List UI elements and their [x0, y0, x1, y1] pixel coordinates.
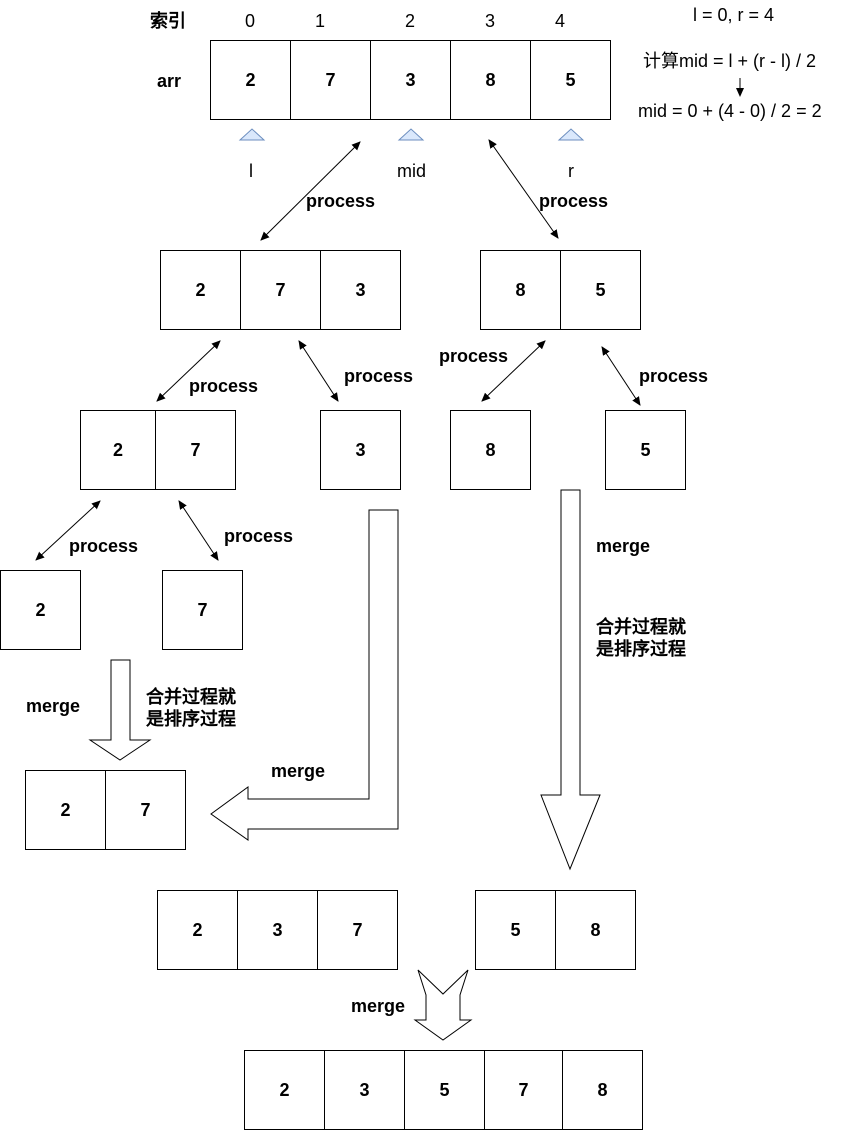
process-arrow-l2-right: [298, 340, 339, 402]
left-left-array: 2 7: [80, 410, 236, 490]
array-cell: 7: [163, 570, 243, 650]
array-cell: 7: [318, 890, 398, 970]
merge-label: merge: [351, 996, 406, 1016]
process-label: process: [306, 191, 376, 211]
array-cell: 7: [156, 410, 236, 490]
process-label: process: [539, 191, 609, 211]
array-cell: 2: [245, 1050, 325, 1130]
mid-calc-note: mid = 0 + (4 - 0) / 2 = 2: [638, 101, 822, 121]
sort-note: 合并过程就 是排序过程: [146, 687, 236, 729]
process-arrow-r2-right: [601, 346, 641, 406]
process-arrow-top-right: [488, 139, 559, 239]
merge-arrow-down-large: [540, 489, 601, 871]
process-arrow-r2-left: [481, 340, 546, 402]
array-cell: 7: [291, 40, 371, 120]
merge-arrow-bent: [210, 509, 399, 841]
pointer-r-label: r: [568, 161, 574, 181]
sort-note: 合并过程就 是排序过程: [596, 617, 686, 659]
array-cell: 7: [106, 770, 186, 850]
process-arrow-top-left: [260, 141, 361, 241]
pointer-r-triangle: [557, 128, 585, 141]
left-half-array: 2 7 3: [160, 250, 401, 330]
single-2-array: 2: [0, 570, 81, 650]
merged-27-array: 2 7: [25, 770, 186, 850]
array-cell: 7: [241, 250, 321, 330]
process-arrow-l2-left: [156, 340, 221, 402]
arr-label: arr: [157, 71, 182, 91]
array-cell: 8: [556, 890, 636, 970]
array-cell: 3: [325, 1050, 405, 1130]
array-cell: 5: [405, 1050, 485, 1130]
index-4: 4: [555, 11, 566, 31]
array-cell: 8: [451, 410, 531, 490]
final-array: 2 3 5 7 8: [244, 1050, 643, 1130]
single-3-array: 3: [320, 410, 401, 490]
merge-label: merge: [596, 536, 651, 556]
merged-58-array: 5 8: [475, 890, 636, 970]
merge-label: merge: [26, 696, 81, 716]
process-label: process: [69, 536, 139, 556]
lr-note: l = 0, r = 4: [693, 5, 775, 25]
single-8-array: 8: [450, 410, 531, 490]
array-cell: 5: [476, 890, 556, 970]
array-cell: 2: [81, 410, 156, 490]
array-cell: 3: [321, 250, 401, 330]
index-label: 索引: [150, 11, 186, 31]
merge-arrow-down-small: [88, 659, 152, 761]
array-cell: 8: [563, 1050, 643, 1130]
array-cell: 2: [161, 250, 241, 330]
pointer-mid-label: mid: [397, 161, 427, 181]
process-label: process: [224, 526, 294, 546]
index-3: 3: [485, 11, 496, 31]
original-array: 2 7 3 8 5: [210, 40, 611, 120]
process-label: process: [639, 366, 709, 386]
process-label: process: [189, 376, 259, 396]
single-5-array: 5: [605, 410, 686, 490]
array-cell: 5: [561, 250, 641, 330]
process-label: process: [344, 366, 414, 386]
array-cell: 5: [531, 40, 611, 120]
array-cell: 8: [481, 250, 561, 330]
array-cell: 8: [451, 40, 531, 120]
array-cell: 2: [26, 770, 106, 850]
process-arrow-l3-left: [35, 500, 101, 561]
array-cell: 7: [485, 1050, 563, 1130]
process-arrow-l3-right: [178, 500, 219, 561]
array-cell: 3: [321, 410, 401, 490]
merged-237-array: 2 3 7: [157, 890, 398, 970]
array-cell: 2: [1, 570, 81, 650]
index-1: 1: [315, 11, 326, 31]
array-cell: 2: [158, 890, 238, 970]
formula-note: 计算mid = l + (r - l) / 2: [643, 51, 817, 71]
array-cell: 3: [371, 40, 451, 120]
array-cell: 2: [211, 40, 291, 120]
merge-label: merge: [271, 761, 326, 781]
merge-arrow-converge: [413, 969, 473, 1041]
right-half-array: 8 5: [480, 250, 641, 330]
array-cell: 5: [606, 410, 686, 490]
single-7-array: 7: [162, 570, 243, 650]
array-cell: 3: [238, 890, 318, 970]
pointer-l-label: l: [249, 161, 253, 181]
pointer-l-triangle: [238, 128, 266, 141]
pointer-mid-triangle: [397, 128, 425, 141]
index-0: 0: [245, 11, 256, 31]
process-label: process: [439, 346, 509, 366]
index-2: 2: [405, 11, 416, 31]
